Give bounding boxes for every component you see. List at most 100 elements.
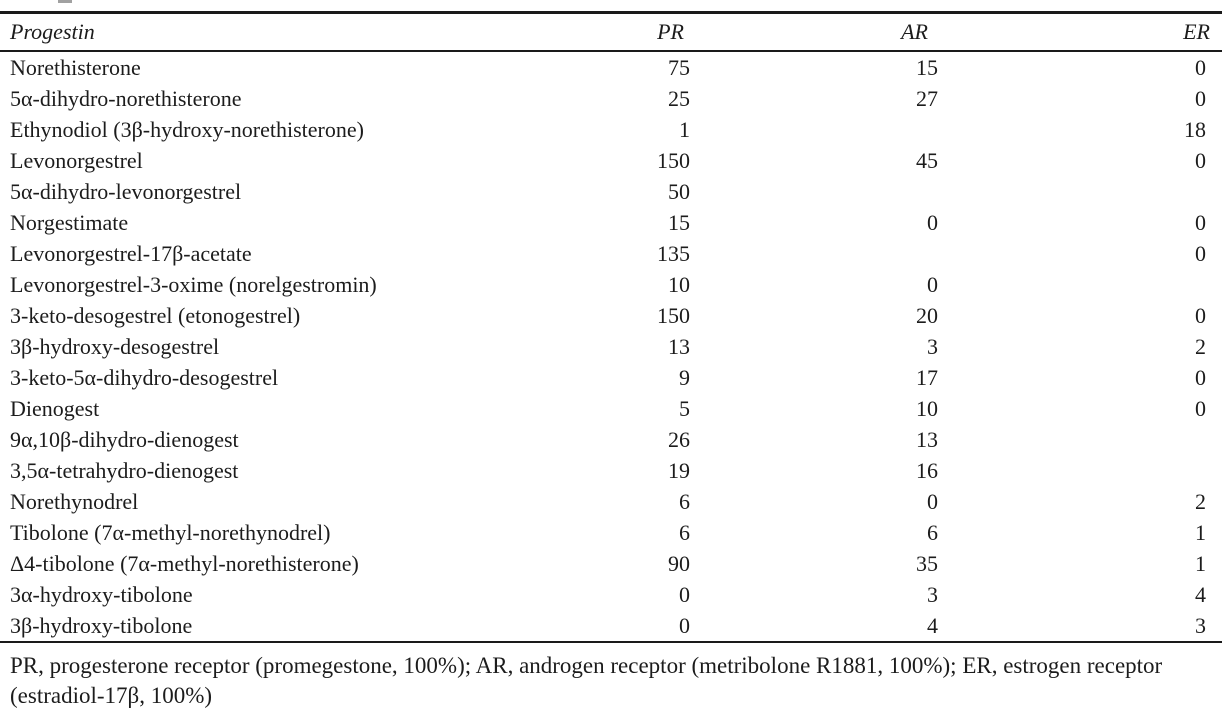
table-row: 9α,10β-dihydro-dienogest 26 13 <box>0 424 1222 455</box>
er-value-cell: 0 <box>1195 147 1206 173</box>
pr-value-cell: 6 <box>679 519 690 545</box>
table-row: Levonorgestrel 150 45 0 <box>0 145 1222 176</box>
progestin-name-cell: Δ4-tibolone (7α-methyl-norethisterone) <box>10 550 359 576</box>
table-row: Norgestimate 15 0 0 <box>0 207 1222 238</box>
pr-value-cell: 1 <box>679 116 690 142</box>
progestin-name-cell: 3,5α-tetrahydro-dienogest <box>10 457 239 483</box>
er-value-cell <box>938 424 1222 455</box>
table-row: Norethisterone 75 15 0 <box>0 51 1222 83</box>
progestin-name-cell: Norethynodrel <box>10 488 139 514</box>
table-row: 3β-hydroxy-desogestrel 13 3 2 <box>0 331 1222 362</box>
pr-value-cell: 0 <box>460 610 690 643</box>
ar-value-cell: 17 <box>916 364 938 390</box>
pr-value-cell: 19 <box>668 457 690 483</box>
table-row: Norethynodrel 6 0 2 <box>0 486 1222 517</box>
ar-value-cell <box>690 238 938 269</box>
table-row: 5α-dihydro-levonorgestrel 50 <box>0 176 1222 207</box>
header-row: Progestin PR AR ER <box>0 12 1222 52</box>
table-row: Ethynodiol (3β-hydroxy-norethisterone) 1 1… <box>0 114 1222 145</box>
ar-value-cell: 10 <box>916 395 938 421</box>
er-value-cell: 2 <box>1195 488 1206 514</box>
ar-value-cell: 16 <box>916 457 938 483</box>
ar-value-cell: 0 <box>927 209 938 235</box>
table-row: Dienogest 5 10 0 <box>0 393 1222 424</box>
progestin-name-cell: Tibolone (7α-methyl-norethynodrel) <box>10 519 331 545</box>
progestin-name-cell: Levonorgestrel-3-oxime (norelgestromin) <box>10 271 377 297</box>
progestin-name-cell: Levonorgestrel <box>10 147 143 173</box>
table-row: Levonorgestrel-3-oxime (norelgestromin) 1… <box>0 269 1222 300</box>
er-value-cell: 1 <box>1195 550 1206 576</box>
ar-value-cell: 3 <box>927 333 938 359</box>
progestin-name-cell: 3α-hydroxy-tibolone <box>10 581 193 607</box>
ar-value-cell: 45 <box>916 147 938 173</box>
table-row: 3,5α-tetrahydro-dienogest 19 16 <box>0 455 1222 486</box>
pr-value-cell: 15 <box>668 209 690 235</box>
er-value-cell <box>938 455 1222 486</box>
er-value-cell: 2 <box>1195 333 1206 359</box>
pr-value-cell: 135 <box>657 240 690 266</box>
progestin-name-cell: 3β-hydroxy-tibolone <box>0 610 460 643</box>
table-row: 5α-dihydro-norethisterone 25 27 0 <box>0 83 1222 114</box>
table-row: 3-keto-desogestrel (etonogestrel) 150 20 0 <box>0 300 1222 331</box>
ar-value-cell: 3 <box>927 581 938 607</box>
progestin-name-cell: Levonorgestrel-17β-acetate <box>10 240 252 266</box>
ar-value-cell: 6 <box>927 519 938 545</box>
ar-value-cell <box>690 176 938 207</box>
er-value-cell <box>938 176 1222 207</box>
column-header-er: ER <box>938 12 1222 52</box>
progestin-name-cell: Norethisterone <box>10 54 141 80</box>
receptor-binding-table: Progestin PR AR ER Norethisterone 75 15 0 5α… <box>0 11 1222 643</box>
table-row: Levonorgestrel-17β-acetate 135 0 <box>0 238 1222 269</box>
ar-value-cell: 15 <box>916 54 938 80</box>
progestin-name-cell: 5α-dihydro-norethisterone <box>10 85 242 111</box>
pr-value-cell: 13 <box>668 333 690 359</box>
cutoff-text-fragment <box>58 0 72 3</box>
er-value-cell: 0 <box>1195 364 1206 390</box>
er-value-cell: 1 <box>1195 519 1206 545</box>
er-value-cell: 18 <box>1184 116 1206 142</box>
pr-value-cell: 75 <box>668 54 690 80</box>
pr-value-cell: 5 <box>679 395 690 421</box>
er-value-cell: 3 <box>938 610 1222 643</box>
ar-value-cell: 35 <box>916 550 938 576</box>
progestin-name-cell: 3β-hydroxy-desogestrel <box>10 333 220 359</box>
er-value-cell: 0 <box>1195 85 1206 111</box>
ar-value-cell: 20 <box>916 302 938 328</box>
er-value-cell: 0 <box>1195 302 1206 328</box>
column-header-pr: PR <box>460 12 690 52</box>
progestin-name-cell: 5α-dihydro-levonorgestrel <box>10 178 242 204</box>
ar-value-cell: 0 <box>927 271 938 297</box>
pr-value-cell: 150 <box>657 147 690 173</box>
er-value-cell: 0 <box>1195 54 1206 80</box>
table-footnote: PR, progesterone receptor (promegestone,… <box>10 653 1163 708</box>
column-header-progestin: Progestin <box>0 12 460 52</box>
er-value-cell: 4 <box>1195 581 1206 607</box>
pr-value-cell: 6 <box>679 488 690 514</box>
table-row: 3α-hydroxy-tibolone 0 3 4 <box>0 579 1222 610</box>
pr-value-cell: 10 <box>668 271 690 297</box>
pr-value-cell: 26 <box>668 426 690 452</box>
table-row: Δ4-tibolone (7α-methyl-norethisterone) 90… <box>0 548 1222 579</box>
pr-value-cell: 9 <box>679 364 690 390</box>
pr-value-cell: 90 <box>668 550 690 576</box>
er-value-cell: 0 <box>1195 209 1206 235</box>
pr-value-cell: 150 <box>657 302 690 328</box>
pr-value-cell: 0 <box>679 581 690 607</box>
ar-value-cell: 4 <box>690 610 938 643</box>
er-value-cell: 0 <box>1195 240 1206 266</box>
progestin-name-cell: Ethynodiol (3β-hydroxy-norethisterone) <box>10 116 364 142</box>
progestin-name-cell: Norgestimate <box>10 209 129 235</box>
er-value-cell: 0 <box>1195 395 1206 421</box>
table-row: Tibolone (7α-methyl-norethynodrel) 6 6 1 <box>0 517 1222 548</box>
pr-value-cell: 50 <box>668 178 690 204</box>
ar-value-cell <box>690 114 938 145</box>
table-row: 3β-hydroxy-tibolone 0 4 3 <box>0 610 1222 643</box>
column-header-ar: AR <box>690 12 938 52</box>
progestin-name-cell: 3-keto-desogestrel (etonogestrel) <box>10 302 301 328</box>
table-row: 3-keto-5α-dihydro-desogestrel 9 17 0 <box>0 362 1222 393</box>
ar-value-cell: 0 <box>927 488 938 514</box>
er-value-cell <box>938 269 1222 300</box>
progestin-name-cell: Dienogest <box>10 395 100 421</box>
progestin-name-cell: 3-keto-5α-dihydro-desogestrel <box>10 364 279 390</box>
